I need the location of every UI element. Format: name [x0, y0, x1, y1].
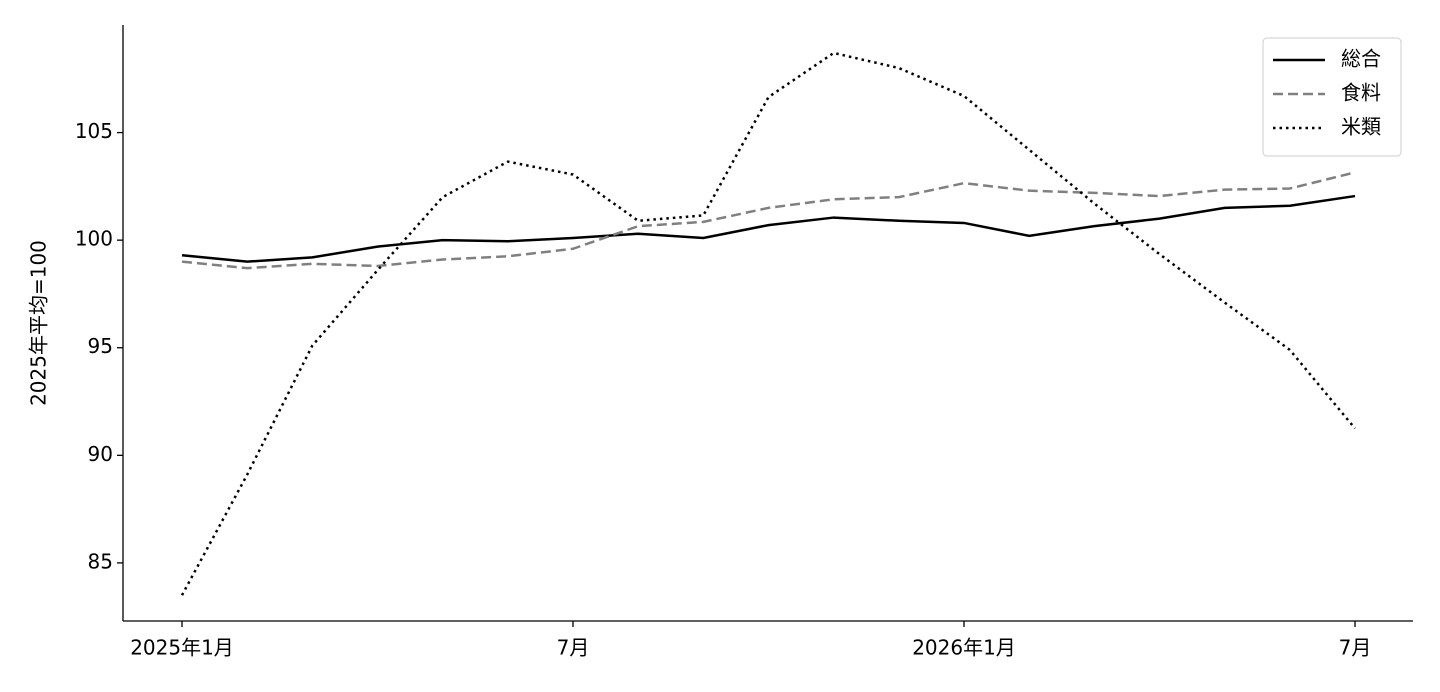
legend-label: 総合 [1341, 47, 1381, 71]
y-tick-label: 90 [88, 442, 113, 466]
y-axis-label: 2025年平均=100 [27, 240, 51, 406]
series-line [181, 171, 1356, 270]
x-tick-label: 7月 [557, 636, 590, 660]
legend-label: 食料 [1341, 81, 1381, 105]
series-line [181, 194, 1356, 263]
legend-box [1262, 37, 1402, 157]
y-tick-label: 85 [88, 549, 113, 573]
legend-label: 米類 [1341, 115, 1381, 139]
x-tick-label: 7月 [1339, 636, 1372, 660]
y-tick-label: 105 [75, 119, 113, 143]
y-tick-label: 95 [88, 334, 113, 358]
series-line [180, 51, 1356, 596]
x-tick-label: 2026年1月 [912, 636, 1016, 660]
y-tick-label: 100 [75, 227, 113, 251]
x-tick-label: 2025年1月 [130, 636, 234, 660]
